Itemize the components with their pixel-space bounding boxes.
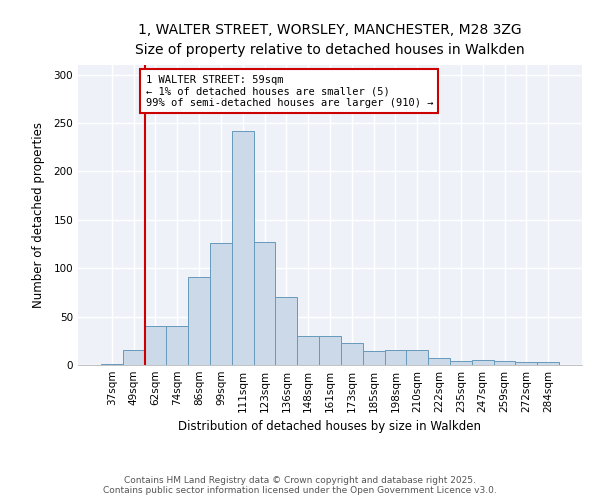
Bar xyxy=(385,350,406,365)
Text: Contains HM Land Registry data © Crown copyright and database right 2025.
Contai: Contains HM Land Registry data © Crown c… xyxy=(103,476,497,495)
Bar xyxy=(341,342,363,365)
Bar xyxy=(145,326,166,365)
Y-axis label: Number of detached properties: Number of detached properties xyxy=(32,122,45,308)
Bar xyxy=(275,298,297,365)
Bar xyxy=(254,242,275,365)
Bar xyxy=(123,350,145,365)
Bar xyxy=(166,326,188,365)
Title: 1, WALTER STREET, WORSLEY, MANCHESTER, M28 3ZG
Size of property relative to deta: 1, WALTER STREET, WORSLEY, MANCHESTER, M… xyxy=(135,24,525,57)
Bar xyxy=(297,336,319,365)
Bar xyxy=(319,336,341,365)
Bar xyxy=(515,362,537,365)
Bar xyxy=(101,364,123,365)
Bar xyxy=(428,358,450,365)
Bar xyxy=(363,352,385,365)
Bar xyxy=(188,277,210,365)
Bar xyxy=(494,361,515,365)
Bar xyxy=(406,350,428,365)
Bar xyxy=(472,360,494,365)
Bar xyxy=(210,243,232,365)
Bar xyxy=(450,361,472,365)
Text: 1 WALTER STREET: 59sqm
← 1% of detached houses are smaller (5)
99% of semi-detac: 1 WALTER STREET: 59sqm ← 1% of detached … xyxy=(146,74,433,108)
Bar xyxy=(232,131,254,365)
X-axis label: Distribution of detached houses by size in Walkden: Distribution of detached houses by size … xyxy=(179,420,482,434)
Bar xyxy=(537,362,559,365)
